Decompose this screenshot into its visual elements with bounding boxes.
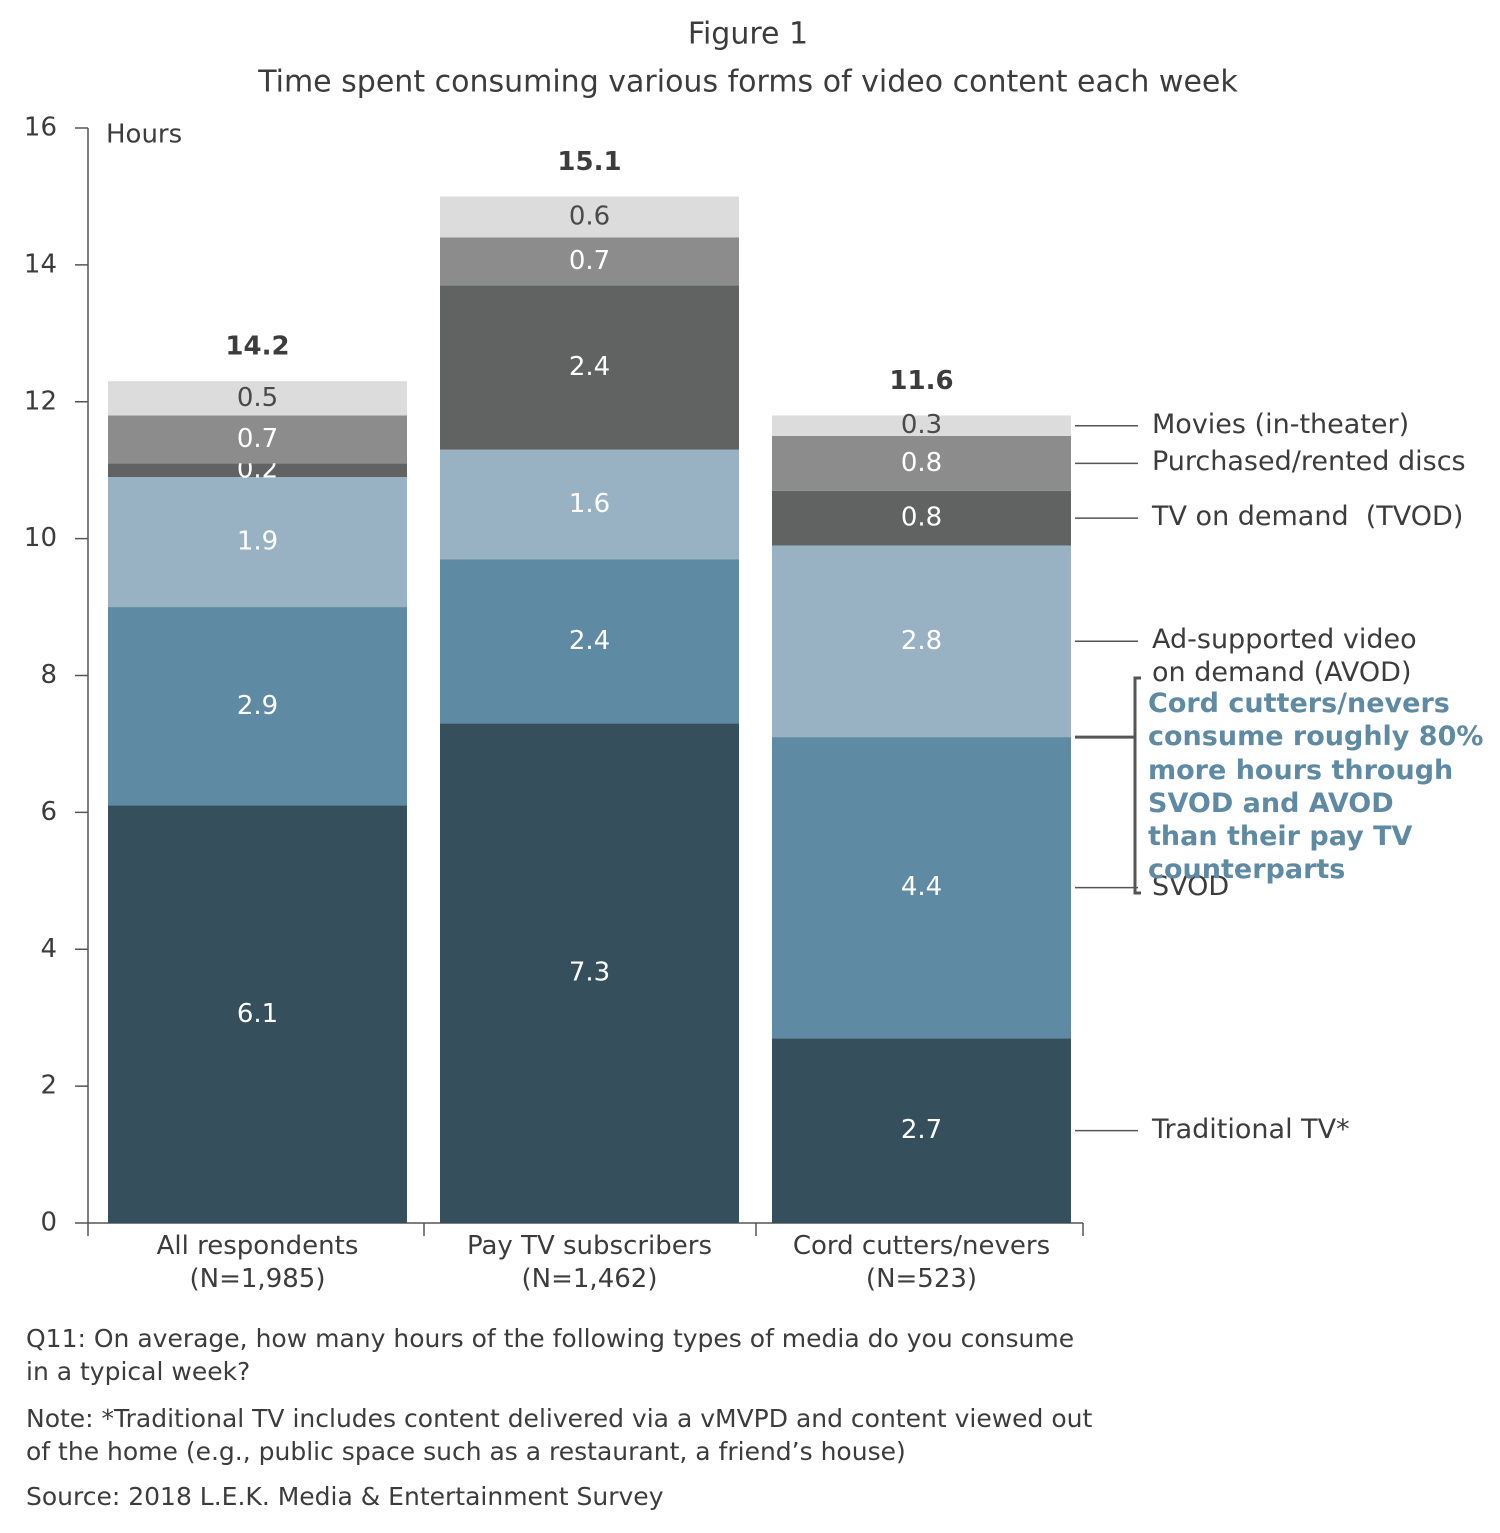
y-tick-label: 8	[40, 660, 57, 690]
y-tick-label: 6	[40, 797, 57, 827]
y-tick-label: 2	[40, 1071, 57, 1101]
bar-segment	[772, 415, 1071, 436]
legend-label: TV on demand (TVOD)	[1152, 501, 1464, 533]
total-label: 15.1	[557, 147, 621, 177]
chart-subtitle: Time spent consuming various forms of vi…	[257, 65, 1238, 100]
value-label: 2.4	[569, 352, 610, 382]
value-label: 6.1	[237, 999, 278, 1029]
value-label: 0.7	[237, 424, 278, 454]
value-label: 0.7	[569, 246, 610, 276]
legend-label: Ad-supported video on demand (AVOD)	[1152, 624, 1417, 689]
bar-segment	[772, 545, 1071, 738]
bar-segment	[440, 723, 739, 1223]
x-tick-label: Cord cutters/nevers (N=523)	[792, 1231, 1051, 1294]
bar-segment	[440, 285, 739, 450]
y-tick-label: 16	[24, 113, 57, 143]
legend-label: SVOD	[1152, 870, 1230, 902]
x-tick-label: Pay TV subscribers (N=1,462)	[466, 1231, 713, 1294]
value-label: 0.6	[569, 201, 610, 231]
bar-segment	[440, 237, 739, 286]
legend-label: Traditional TV*	[1152, 1113, 1350, 1145]
value-label: 2.9	[237, 691, 278, 721]
value-label: 0.8	[901, 448, 942, 478]
y-tick-label: 4	[40, 934, 57, 964]
footnote: Q11: On average, how many hours of the f…	[26, 1324, 1075, 1386]
bar-segment	[108, 607, 407, 806]
total-label: 14.2	[225, 332, 289, 362]
chart-title: Figure 1	[688, 17, 808, 52]
total-label: 11.6	[889, 366, 953, 396]
bar-segment	[108, 415, 407, 464]
y-axis-label: Hours	[106, 120, 182, 150]
bar-segment	[772, 490, 1071, 546]
legend-label: Movies (in-theater)	[1152, 408, 1410, 440]
value-label: 2.4	[569, 626, 610, 656]
value-label: 1.6	[569, 489, 610, 519]
bar-segment	[108, 381, 407, 416]
value-label: 2.7	[901, 1115, 942, 1145]
footnote: Note: *Traditional TV includes content d…	[26, 1404, 1093, 1466]
bracket	[1133, 676, 1141, 895]
y-tick-label: 0	[40, 1208, 57, 1238]
value-label: 0.8	[901, 503, 942, 533]
bar-segment	[440, 559, 739, 724]
y-tick-label: 14	[24, 249, 57, 279]
annotation: Cord cutters/nevers consume roughly 80% …	[1148, 688, 1484, 886]
y-tick-label: 12	[24, 386, 57, 416]
bar-segment	[772, 435, 1071, 491]
bar-segment	[108, 463, 407, 478]
legend-label: Purchased/rented discs	[1152, 446, 1466, 478]
bar-segment	[772, 1038, 1071, 1223]
value-label: 2.8	[901, 626, 942, 656]
y-tick-label: 10	[24, 523, 57, 553]
value-label: 7.3	[569, 958, 610, 988]
bar-segment	[440, 449, 739, 560]
bar-segment	[772, 737, 1071, 1039]
x-tick-label: All respondents (N=1,985)	[156, 1231, 359, 1294]
bar-segment	[108, 477, 407, 608]
footnote: Source: 2018 L.E.K. Media & Entertainmen…	[26, 1482, 664, 1511]
bar-segment	[440, 196, 739, 238]
value-label: 4.4	[901, 872, 942, 902]
value-label: 0.5	[237, 383, 278, 413]
value-label: 1.9	[237, 527, 278, 557]
value-label: 0.3	[901, 410, 942, 440]
bar-segment	[108, 805, 407, 1223]
